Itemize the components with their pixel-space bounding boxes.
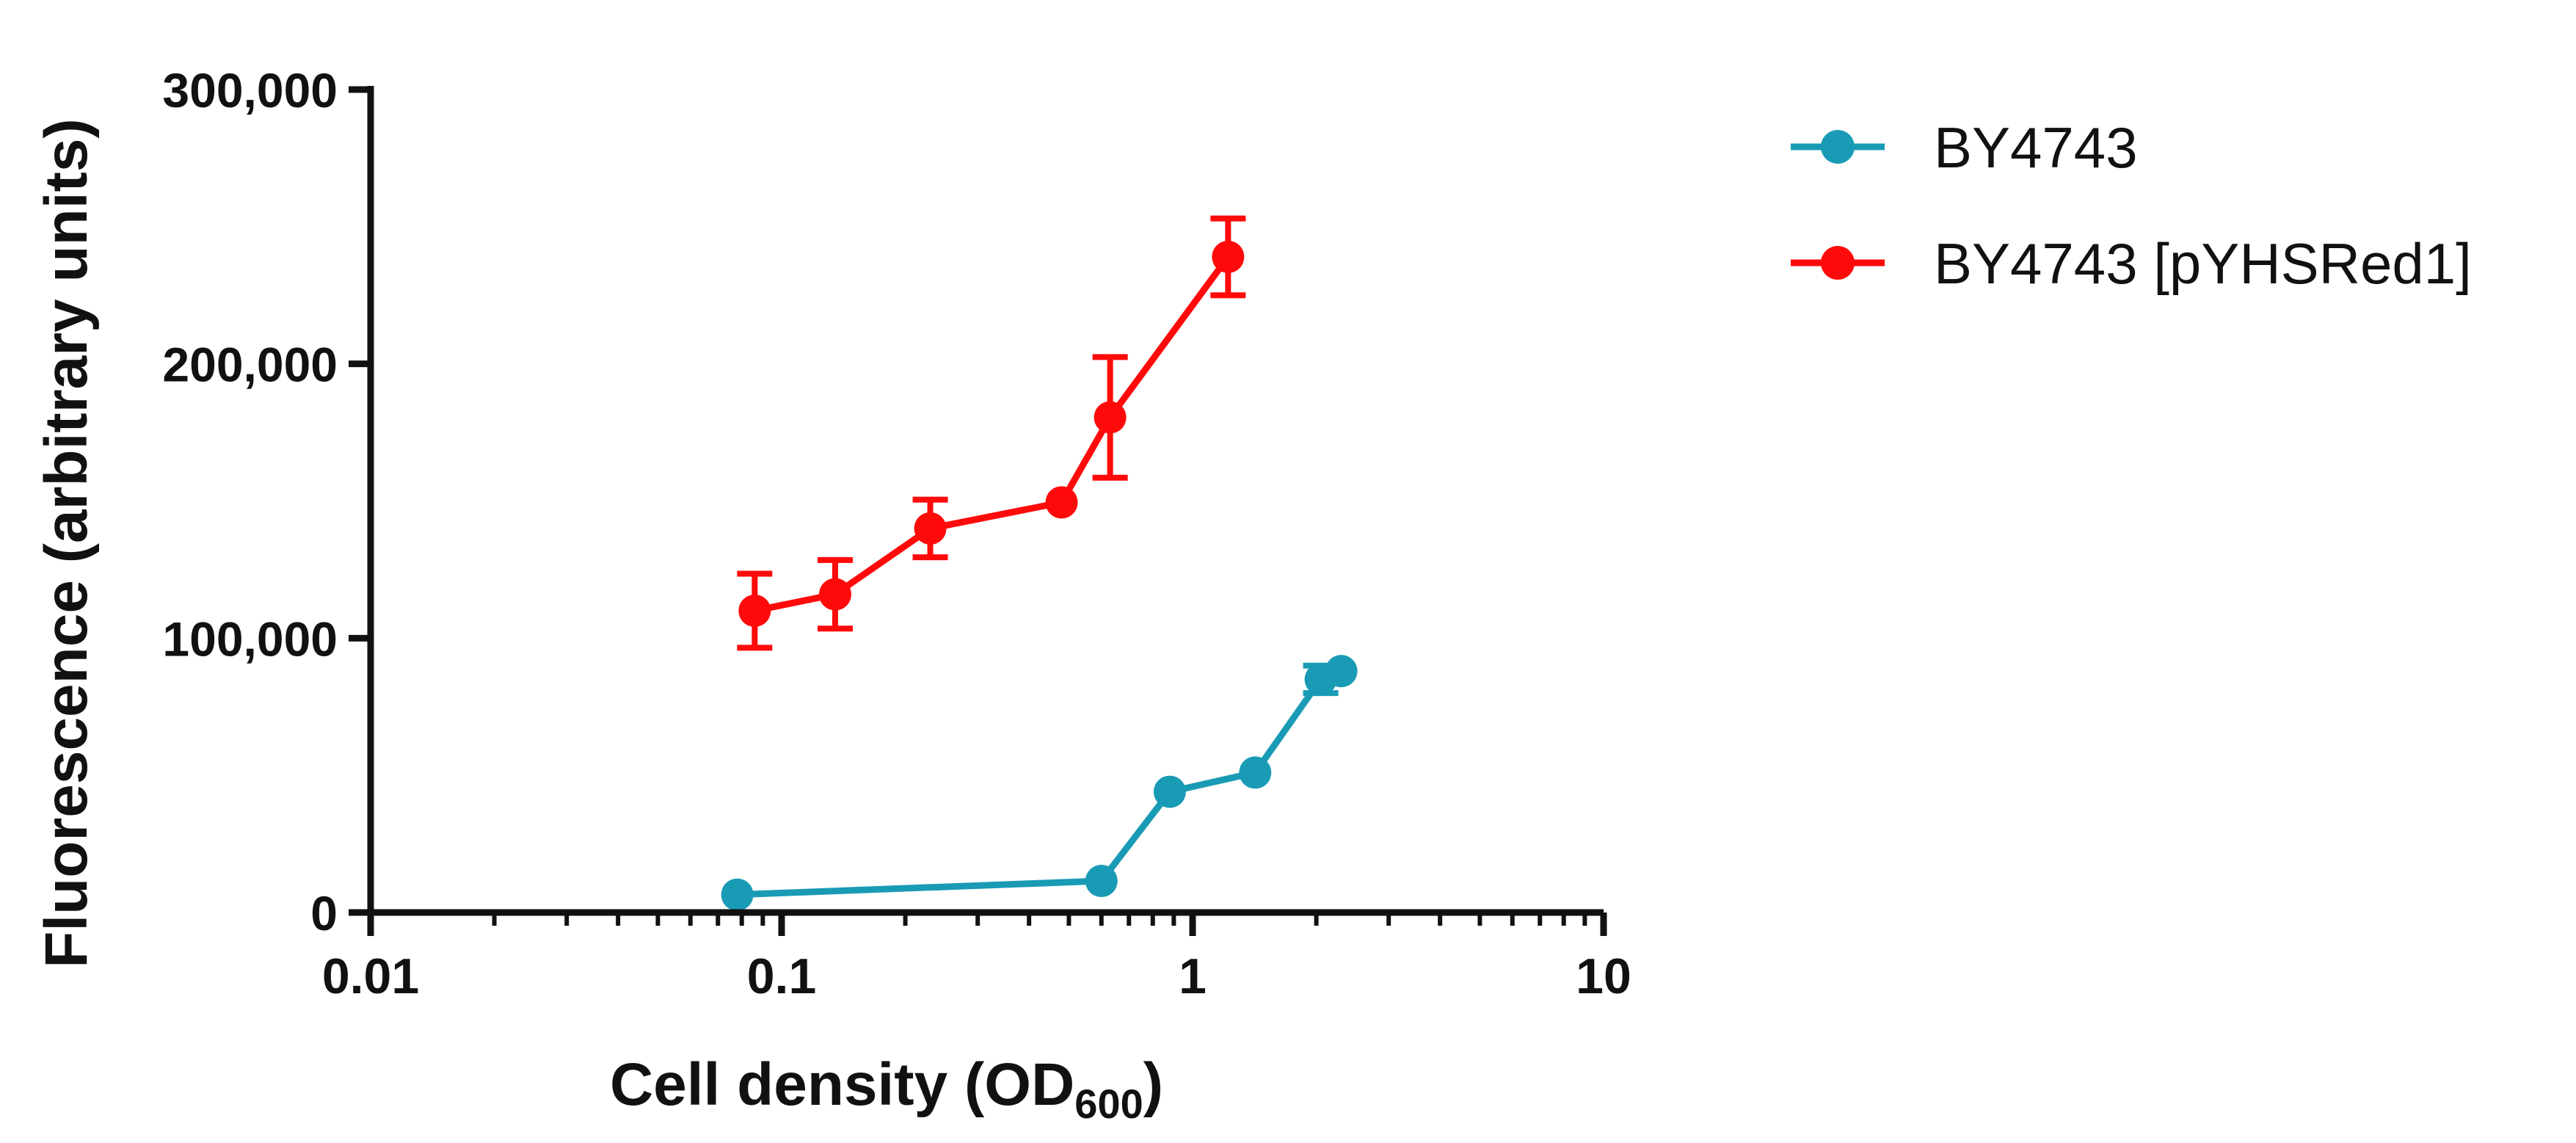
x-tick-label: 0.01 xyxy=(322,948,419,1004)
data-point xyxy=(721,878,754,911)
x-axis-title-subscript: 600 xyxy=(1074,1081,1143,1127)
x-axis-title: Cell density (OD600) xyxy=(610,1051,1163,1127)
data-point xyxy=(738,594,771,627)
data-point xyxy=(1212,240,1245,273)
legend-marker xyxy=(1821,130,1855,164)
y-tick-label: 300,000 xyxy=(162,63,338,117)
series-2 xyxy=(737,215,1246,651)
data-point xyxy=(818,578,851,611)
x-axis-title-suffix: ) xyxy=(1143,1051,1163,1118)
legend-label: BY4743 [pYHSRed1] xyxy=(1934,231,2472,296)
data-point xyxy=(1085,865,1118,898)
legend-marker xyxy=(1821,246,1855,280)
axes: 0 100,000 200,000 300,000 0.01 0.1 1 10 xyxy=(162,63,1631,1004)
legend: BY4743 BY4743 [pYHSRed1] xyxy=(1791,115,2472,296)
series-1 xyxy=(721,655,1358,911)
data-point xyxy=(1153,775,1186,808)
data-point xyxy=(1239,756,1272,789)
y-tick-label: 0 xyxy=(310,886,338,940)
data-point xyxy=(1325,655,1358,688)
data-point xyxy=(914,512,947,545)
y-axis-title: Fluorescence (arbitrary units) xyxy=(33,118,100,968)
y-tick-label: 100,000 xyxy=(162,612,338,666)
plot-marks xyxy=(721,215,1358,911)
x-tick-label: 0.1 xyxy=(747,948,817,1004)
x-axis-title-main: Cell density (OD xyxy=(610,1051,1074,1118)
legend-item: BY4743 xyxy=(1791,115,2138,180)
legend-label: BY4743 xyxy=(1934,115,2138,180)
x-tick-label: 10 xyxy=(1576,948,1631,1004)
data-point xyxy=(1045,486,1078,519)
y-tick-label: 200,000 xyxy=(162,338,338,392)
legend-item: BY4743 [pYHSRed1] xyxy=(1791,231,2472,296)
x-tick-label: 1 xyxy=(1179,948,1207,1004)
data-point xyxy=(1094,401,1127,434)
